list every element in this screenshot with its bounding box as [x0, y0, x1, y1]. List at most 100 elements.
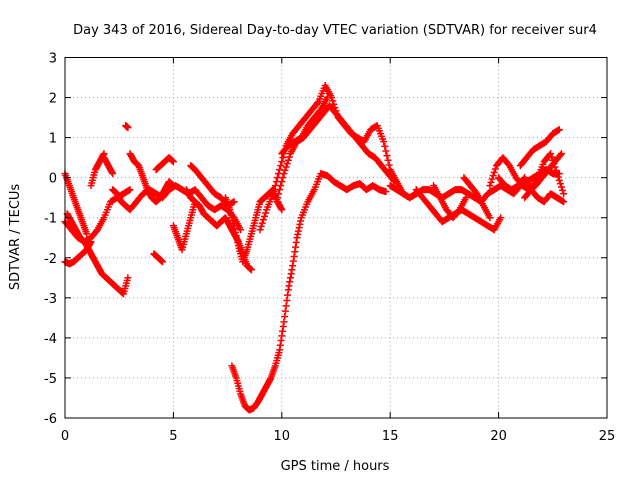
data-point-interp — [278, 178, 286, 186]
data-point-interp — [487, 178, 495, 186]
data-point — [278, 206, 286, 214]
data-point-interp — [277, 162, 285, 170]
y-tick-label: -6 — [44, 412, 57, 427]
series-track-b — [61, 170, 91, 238]
data-point — [560, 190, 568, 198]
x-axis-label: GPS time / hours — [281, 459, 390, 474]
x-tick-label: 0 — [61, 429, 69, 444]
y-tick-label: -1 — [44, 212, 57, 227]
series-track-l — [169, 198, 199, 254]
data-point-interp — [557, 183, 565, 191]
data-point-interp — [257, 222, 265, 230]
axis-ticks: 0 5 10 15 20 25 -6 -5 -4 -3 -2 -1 0 1 2 3 — [44, 52, 615, 445]
series-track-v — [430, 182, 470, 222]
data-point-interp — [282, 163, 290, 171]
x-tick-label: 20 — [490, 429, 507, 444]
grid-lines — [65, 57, 607, 418]
data-point-interp — [285, 153, 293, 161]
data-point — [555, 126, 563, 134]
data-point — [497, 214, 505, 222]
x-tick-label: 5 — [169, 429, 177, 444]
series-track-f — [100, 154, 117, 178]
data-point-interp — [382, 147, 390, 155]
data-point-interp — [490, 168, 498, 176]
data-point — [230, 198, 238, 206]
data-point-interp — [556, 180, 564, 188]
data-point-interp — [491, 165, 499, 173]
data-point-interp — [260, 212, 268, 220]
data-point — [124, 274, 132, 282]
data-point — [462, 194, 470, 202]
data-point-interp — [277, 182, 285, 190]
data-point — [486, 182, 494, 190]
data-point-interp — [262, 209, 270, 217]
data-point — [486, 214, 494, 222]
y-tick-label: -3 — [44, 292, 57, 307]
data-point-interp — [281, 166, 289, 174]
y-axis-label: SDTVAR / TECUs — [8, 184, 23, 291]
data-point-interp — [489, 172, 497, 180]
data-point — [553, 170, 561, 178]
series-track-s — [278, 94, 331, 158]
data-point-interp — [551, 163, 559, 171]
data-point-interp — [278, 158, 286, 166]
data-point — [547, 150, 555, 158]
data-point-interp — [275, 190, 283, 198]
series-track-p — [228, 170, 390, 414]
y-tick-label: 3 — [49, 52, 57, 67]
data-point-interp — [384, 156, 392, 164]
data-point — [557, 150, 565, 158]
data-point-interp — [552, 166, 560, 174]
data-point-interp — [488, 175, 496, 183]
data-point — [159, 258, 167, 266]
data-point-interp — [555, 176, 563, 184]
data-point-interp — [381, 142, 389, 150]
data-point-interp — [556, 151, 564, 159]
x-tick-label: 15 — [382, 429, 399, 444]
data-point-interp — [385, 161, 393, 169]
data-point-interp — [548, 153, 556, 161]
data-point — [109, 170, 117, 178]
data-point-interp — [279, 174, 287, 182]
series-track-z — [516, 126, 563, 170]
data-point — [256, 226, 264, 234]
data-point — [87, 238, 95, 246]
data-point — [83, 230, 91, 238]
data-point — [560, 198, 568, 206]
series-track-k — [150, 250, 167, 266]
data-point-interp — [383, 152, 391, 160]
y-tick-label: 0 — [49, 172, 57, 187]
data-point — [169, 158, 177, 166]
plot-frame — [64, 57, 608, 419]
data-point — [380, 138, 388, 146]
data-point — [323, 94, 331, 102]
x-tick-label: 10 — [274, 429, 291, 444]
data-point — [280, 170, 288, 178]
y-tick-label: -5 — [44, 372, 57, 387]
data-point — [273, 194, 281, 202]
y-tick-label: -4 — [44, 332, 57, 347]
data-point-interp — [276, 186, 284, 194]
series-track-d — [61, 238, 95, 268]
data-point-interp — [549, 156, 557, 164]
data-point-interp — [284, 156, 292, 164]
data-point — [126, 186, 134, 194]
series-track-aa — [521, 150, 568, 202]
y-tick-label: 2 — [49, 92, 57, 107]
data-point-interp — [550, 160, 558, 168]
data-point-interp — [554, 173, 562, 181]
data-points — [61, 82, 568, 414]
data-point-interp — [258, 219, 266, 227]
y-tick-label: -2 — [44, 252, 57, 267]
y-tick-label: 1 — [49, 132, 57, 147]
data-point — [382, 188, 390, 196]
series-track-g — [122, 122, 132, 132]
data-point — [247, 266, 255, 274]
series-track-w — [460, 174, 494, 222]
data-point-interp — [314, 99, 322, 107]
data-point — [124, 124, 132, 132]
chart-title: Day 343 of 2016, Sidereal Day-to-day VTE… — [73, 23, 597, 38]
data-point-interp — [259, 216, 267, 224]
data-point-interp — [329, 97, 337, 105]
